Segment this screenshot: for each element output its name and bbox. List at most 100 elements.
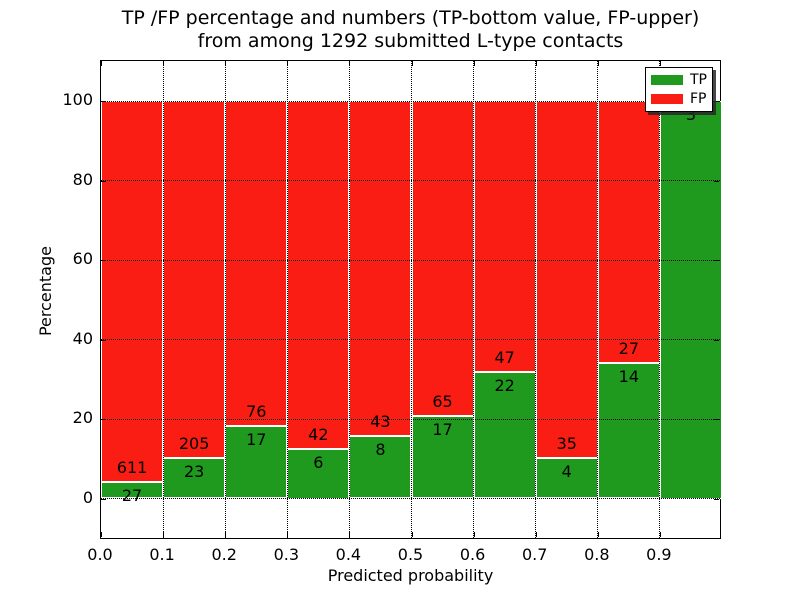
x-tick	[535, 532, 537, 537]
x-tick-label: 0.6	[459, 545, 486, 564]
x-gridline	[411, 61, 412, 538]
x-tick	[287, 61, 289, 66]
x-tick	[225, 61, 227, 66]
y-tick	[714, 498, 719, 500]
y-gridline	[101, 100, 720, 102]
fp-count-label: 43	[370, 412, 391, 432]
x-tick-label: 0.3	[273, 545, 300, 564]
y-gridline	[101, 180, 720, 182]
fp-count-label: 205	[178, 434, 210, 454]
bar-tp-segment	[349, 436, 412, 499]
x-gridline	[348, 61, 350, 538]
bar-tp-segment	[535, 457, 598, 499]
bar-fp-segment	[101, 101, 164, 482]
bar-fp-segment	[535, 101, 598, 458]
legend-entry-tp: TP	[651, 73, 707, 87]
y-tick	[714, 260, 719, 262]
bar-fp-segment	[473, 101, 536, 372]
x-gridline	[597, 61, 599, 538]
tp-count-label: 4	[561, 461, 572, 481]
x-tick	[163, 532, 165, 537]
tp-count-label: 6	[313, 452, 324, 472]
x-tick	[411, 61, 413, 66]
x-tick	[101, 532, 102, 537]
x-tick-label: 0.8	[584, 545, 610, 564]
x-tick-label: 0.4	[335, 545, 362, 564]
y-tick	[101, 419, 106, 421]
x-gridline	[162, 61, 164, 538]
y-tick	[714, 339, 719, 341]
y-tick-label: 40	[72, 328, 93, 348]
bar-tp-segment	[473, 371, 536, 499]
y-tick	[714, 419, 719, 421]
y-tick-label: 100	[62, 90, 93, 110]
chart-title-line2: from among 1292 submitted L-type contact…	[197, 30, 624, 52]
x-axis-label: Predicted probability	[327, 566, 494, 585]
bar-tp-segment	[411, 416, 474, 499]
y-tick-label: 60	[72, 249, 93, 269]
x-tick	[225, 532, 227, 537]
fp-count-label: 47	[494, 347, 515, 367]
y-tick	[101, 101, 106, 103]
y-gridline	[101, 418, 720, 420]
x-tick-label: 0.2	[211, 545, 237, 564]
bar-fp-segment	[411, 101, 474, 417]
bar-tp-segment	[101, 481, 164, 499]
x-tick	[473, 532, 475, 537]
chart-title: TP /FP percentage and numbers (TP-bottom…	[100, 7, 721, 53]
fp-count-label: 42	[308, 424, 329, 444]
tp-count-label: 17	[432, 420, 453, 440]
x-tick	[349, 532, 351, 537]
x-tick	[597, 61, 599, 66]
bar-fp-segment	[163, 101, 226, 459]
x-gridline	[659, 61, 661, 538]
bar-tp-segment	[597, 362, 660, 499]
tp-count-label: 23	[183, 462, 205, 482]
x-tick	[597, 532, 599, 537]
x-tick	[163, 61, 165, 66]
x-tick-label: 0.5	[397, 545, 424, 564]
y-tick	[101, 498, 106, 500]
bar-fp-segment	[349, 101, 412, 437]
fp-count-label: 76	[246, 401, 267, 421]
fp-count-label: 27	[618, 338, 640, 358]
y-gridline	[101, 259, 720, 261]
bar-fp-segment	[287, 101, 350, 449]
y-gridline	[101, 498, 720, 499]
x-tick	[659, 532, 661, 537]
x-tick-label: 0.7	[521, 545, 548, 564]
legend-label-fp: FP	[690, 91, 707, 107]
y-tick-label: 0	[82, 487, 93, 507]
tp-count-label: 17	[246, 429, 267, 449]
x-gridline	[473, 61, 475, 538]
x-tick	[473, 61, 475, 66]
legend-label-tp: TP	[690, 72, 707, 88]
x-tick	[101, 61, 102, 66]
tp-count-label: 3	[685, 105, 697, 125]
legend-entry-fp: FP	[651, 92, 707, 106]
x-tick	[287, 532, 289, 537]
tp-count-label: 8	[375, 440, 386, 460]
y-tick	[714, 101, 719, 103]
bar-tp-segment	[225, 425, 288, 499]
chart-title-line1: TP /FP percentage and numbers (TP-bottom…	[121, 7, 700, 29]
bar-fp-segment	[225, 101, 288, 426]
x-gridline	[224, 61, 226, 538]
tp-count-label: 14	[618, 366, 640, 386]
y-tick	[101, 180, 106, 182]
fp-count-label: 65	[432, 392, 453, 412]
x-tick-label: 0.0	[87, 545, 113, 564]
x-tick	[349, 61, 351, 66]
bar-tp-segment	[163, 458, 226, 499]
x-tick	[659, 61, 661, 66]
y-tick	[101, 260, 106, 262]
fp-count-label: 611	[116, 457, 148, 477]
tp-count-label: 22	[494, 375, 515, 395]
fp-count-label: 35	[556, 433, 577, 453]
x-gridline	[535, 61, 537, 538]
bar-tp-segment	[659, 101, 722, 499]
legend: TP FP	[645, 67, 713, 112]
x-tick-label: 0.1	[149, 545, 175, 564]
y-tick-label: 80	[72, 169, 93, 189]
